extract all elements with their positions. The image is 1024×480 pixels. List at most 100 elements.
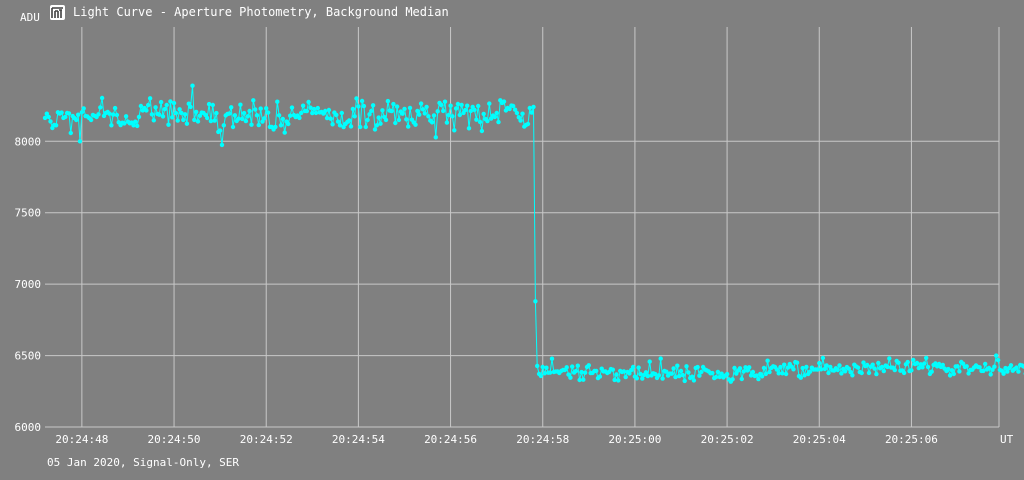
data-point: [418, 101, 424, 106]
data-point: [802, 373, 807, 378]
data-point: [496, 119, 501, 125]
data-point: [763, 371, 768, 377]
data-point: [324, 115, 330, 121]
y-tick-label: 7000: [15, 278, 42, 291]
data-point: [160, 114, 166, 119]
data-point: [380, 108, 385, 113]
data-point: [44, 111, 49, 116]
data-point: [413, 122, 418, 127]
data-point: [682, 378, 687, 384]
data-point: [785, 365, 791, 370]
data-point: [253, 107, 258, 112]
y-tick-labels: 6000 6500 7000 7500 8000: [15, 135, 42, 434]
data-point: [109, 123, 114, 128]
data-point: [415, 108, 420, 114]
data-point: [243, 118, 249, 124]
data-point: [282, 130, 287, 135]
data-point: [656, 373, 662, 378]
data-point: [376, 115, 381, 120]
data-point: [916, 365, 921, 371]
data-point: [538, 373, 544, 379]
data-point: [356, 104, 361, 109]
data-point: [960, 361, 966, 366]
data-point: [750, 369, 756, 375]
data-point: [761, 365, 767, 371]
data-point: [149, 112, 155, 117]
data-point: [328, 116, 333, 121]
data-point: [262, 116, 267, 121]
data-point: [533, 299, 538, 304]
data-point: [485, 118, 490, 124]
data-point: [286, 121, 291, 127]
data-point: [88, 117, 94, 123]
data-point: [229, 105, 234, 110]
data-point: [157, 112, 162, 117]
data-point: [995, 357, 1001, 363]
data-point: [992, 364, 997, 369]
data-point: [393, 120, 398, 126]
data-point: [579, 369, 584, 375]
data-point: [448, 103, 453, 108]
data-point: [361, 103, 367, 109]
data-point: [264, 106, 269, 111]
data-point: [911, 357, 916, 363]
data-point: [365, 117, 370, 123]
data-point: [981, 368, 986, 374]
data-point: [487, 101, 492, 106]
data-point: [684, 364, 689, 369]
data-point: [347, 118, 352, 123]
data-point: [671, 366, 676, 371]
data-point: [577, 377, 582, 383]
data-point: [597, 374, 603, 379]
data-point: [441, 108, 446, 114]
data-point: [866, 370, 872, 376]
data-point: [463, 107, 468, 113]
data-point: [879, 364, 885, 370]
data-point: [367, 112, 372, 117]
light-curve-app-icon[interactable]: [50, 4, 65, 20]
data-point: [544, 365, 549, 370]
data-point: [214, 110, 219, 116]
data-point: [715, 369, 721, 375]
data-point: [241, 110, 247, 116]
data-point: [765, 358, 770, 363]
data-point: [230, 124, 236, 130]
data-point: [1016, 369, 1021, 374]
data-point: [433, 135, 438, 140]
data-point: [710, 370, 715, 376]
window-title-bar: Light Curve - Aperture Photometry, Backg…: [50, 3, 449, 21]
data-point: [634, 376, 639, 381]
data-point: [920, 365, 925, 370]
x-tick-label: 20:24:58: [516, 433, 569, 446]
data-point: [358, 124, 363, 130]
data-point: [924, 355, 929, 361]
data-point: [842, 369, 848, 374]
data-point: [208, 118, 214, 124]
data-point: [531, 104, 536, 110]
data-point: [855, 365, 861, 370]
data-point: [783, 371, 789, 377]
data-point: [173, 110, 179, 116]
data-point: [824, 363, 829, 368]
data-point: [492, 114, 497, 120]
data-point: [741, 369, 746, 374]
data-point: [122, 121, 127, 126]
data-point: [232, 113, 238, 118]
data-point: [535, 363, 540, 369]
data-point: [369, 108, 374, 114]
data-point: [529, 110, 534, 115]
data-point: [341, 124, 346, 130]
data-point: [372, 127, 378, 132]
data-point: [46, 114, 51, 120]
data-point: [643, 370, 649, 375]
data-point: [730, 377, 735, 382]
data-point: [623, 374, 628, 380]
data-point: [774, 367, 780, 372]
data-point: [955, 364, 960, 369]
data-point: [359, 98, 365, 104]
data-point: [306, 99, 311, 105]
data-point: [477, 119, 483, 125]
data-point: [374, 123, 379, 128]
data-point: [313, 110, 319, 116]
